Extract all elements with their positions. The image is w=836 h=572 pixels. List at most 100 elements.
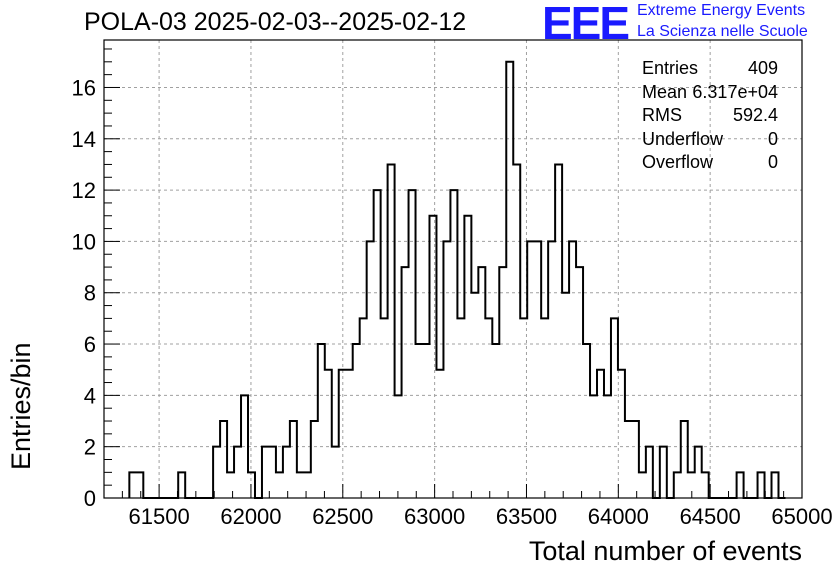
histogram-bin (681, 421, 688, 498)
histogram-bin (367, 241, 374, 498)
histogram-bin (136, 472, 143, 498)
y-tick-label: 16 (72, 75, 96, 100)
x-tick-label: 63000 (404, 504, 465, 529)
histogram-bin (611, 318, 618, 498)
stat-row-rms: RMS 592.4 (642, 105, 782, 129)
histogram-bin (513, 164, 520, 498)
histogram-bin (283, 447, 290, 498)
histogram-bin (332, 447, 339, 498)
histogram-bin (569, 241, 576, 498)
x-tick-label: 62000 (220, 504, 281, 529)
histogram-bin (129, 472, 136, 498)
histogram-bin (737, 472, 744, 498)
y-tick-label: 10 (72, 229, 96, 254)
y-tick-label: 8 (84, 281, 96, 306)
histogram-bin (541, 318, 548, 498)
histogram-bin (464, 216, 471, 498)
histogram-bin (772, 472, 779, 498)
stat-value: 6.317e+04 (692, 81, 778, 102)
x-tick-label: 64500 (680, 504, 741, 529)
stat-row-overflow: Overflow 0 (642, 152, 782, 176)
histogram-bin (478, 267, 485, 498)
y-tick-label: 14 (72, 127, 96, 152)
histogram-bin (583, 344, 590, 498)
histogram-bin (555, 164, 562, 498)
histogram-bin (311, 421, 318, 498)
axes (103, 39, 803, 499)
stat-label: Mean (642, 81, 688, 102)
eee-logo-mark: EEE (542, 0, 630, 49)
histogram-bin (269, 447, 276, 498)
histogram-bin (325, 370, 332, 498)
y-axis-label: Entries/bin (6, 342, 36, 470)
y-tick-label: 2 (84, 435, 96, 460)
stat-value: 409 (747, 58, 778, 78)
stat-label: RMS (642, 105, 682, 125)
histogram-bin (702, 472, 709, 498)
histogram-bin (381, 318, 388, 498)
histogram-bin (548, 241, 555, 498)
histogram-bin (443, 241, 450, 498)
histogram-bin (178, 472, 185, 498)
stat-row-mean: Mean 6.317e+04 (642, 82, 782, 106)
histogram-bin (276, 472, 283, 498)
histogram-bin (674, 472, 681, 498)
logo-line-1: Extreme Energy Events (637, 2, 806, 19)
histogram-bin (499, 267, 506, 498)
histogram-bin (213, 447, 220, 498)
histogram-bin (534, 241, 541, 498)
stat-label: Underflow (642, 128, 724, 149)
histogram-bin (297, 472, 304, 498)
stat-row-underflow: Underflow 0 (642, 129, 782, 153)
histogram-bin (527, 241, 534, 498)
histogram-bin (646, 447, 653, 498)
histogram-bin (339, 370, 346, 498)
histogram-bin (597, 370, 604, 498)
histogram-bin (632, 421, 639, 498)
stat-label: Overflow (642, 152, 714, 172)
histogram-bin (639, 472, 646, 498)
y-tick-label: 0 (84, 486, 96, 511)
histogram-bin (688, 472, 695, 498)
stat-label: Entries (642, 58, 699, 78)
x-tick-label: 64000 (588, 504, 649, 529)
histogram-bin (436, 370, 443, 498)
histogram-bin (262, 447, 269, 498)
y-tick-label: 4 (84, 383, 96, 408)
stat-row-entries: Entries 409 (642, 58, 782, 82)
histogram-bin (618, 370, 625, 498)
y-tick-label: 12 (72, 178, 96, 203)
histogram-bin (248, 472, 255, 498)
x-axis-label: Total number of events (528, 536, 802, 566)
histogram-bin (416, 344, 423, 498)
histogram-bin (360, 318, 367, 498)
histogram-bin (457, 318, 464, 498)
histogram-bin (506, 62, 513, 498)
histogram-bin (660, 447, 667, 498)
stats-box: Entries 409 Mean 6.317e+04 RMS 592.4 Und… (642, 58, 782, 176)
histogram-bin (290, 421, 297, 498)
histogram-bin (576, 267, 583, 498)
histogram-bin (304, 472, 311, 498)
stat-value: 0 (767, 152, 778, 172)
x-tick-label: 62500 (312, 504, 373, 529)
histogram-bin (346, 370, 353, 498)
histogram-bin (625, 421, 632, 498)
y-tick-label: 6 (84, 332, 96, 357)
x-tick-label: 65000 (771, 504, 832, 529)
x-tick-label: 61500 (129, 504, 190, 529)
tick-labels: 61500 62000 62500 63000 63500 64000 64500 65000… (72, 75, 833, 529)
histogram-bin (423, 344, 430, 498)
histogram-bin (234, 447, 241, 498)
stat-value: 0 (767, 128, 778, 149)
histogram-bin (318, 344, 325, 498)
histogram-bin (388, 164, 395, 498)
logo-line-2: La Scienza nelle Scuole (637, 23, 808, 40)
histogram-bin (402, 267, 409, 498)
histogram-bin (485, 318, 492, 498)
histogram-bin (758, 472, 765, 498)
chart-title: POLA-03 2025-02-03--2025-02-12 (84, 8, 467, 36)
x-tick-label: 63500 (496, 504, 557, 529)
stat-value: 592.4 (732, 105, 778, 125)
